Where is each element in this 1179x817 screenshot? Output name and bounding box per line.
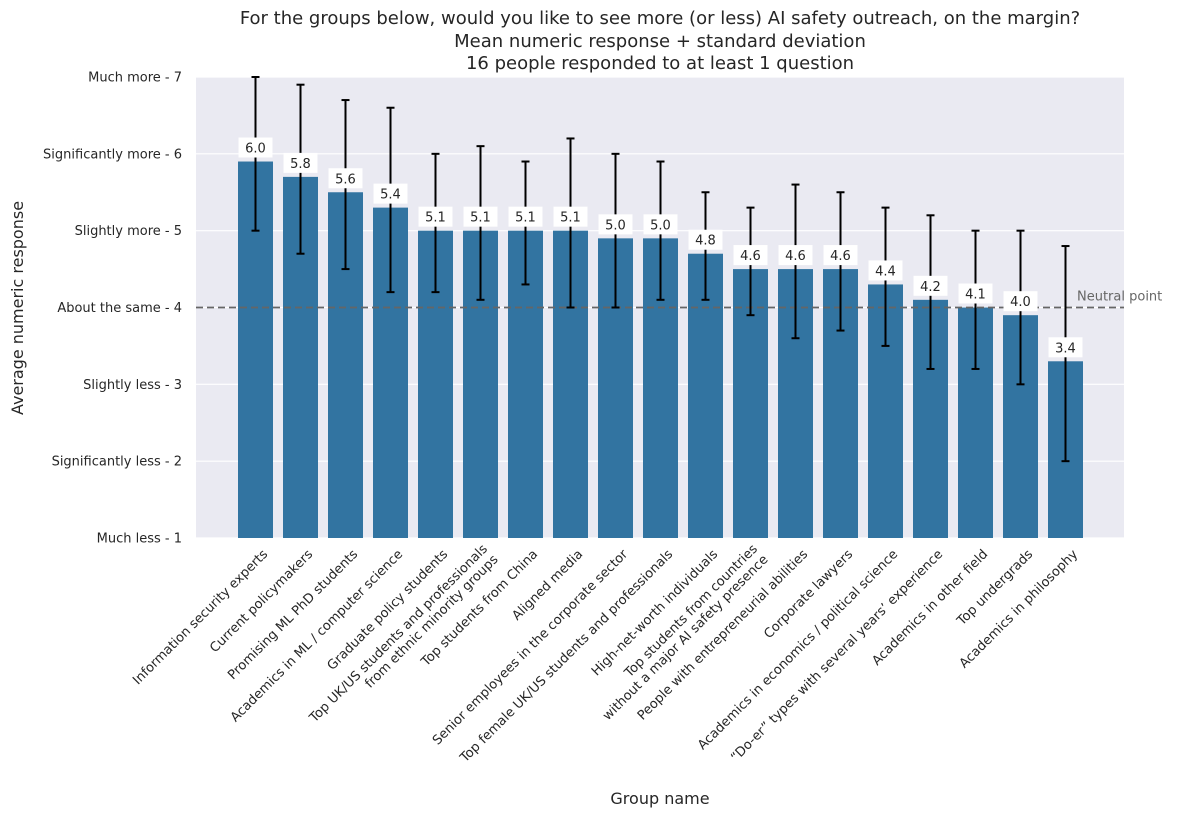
value-label-box xyxy=(958,283,993,304)
reference-line-group: Neutral point xyxy=(196,290,1162,309)
value-label-box xyxy=(1048,337,1083,358)
value-label-box xyxy=(238,137,273,158)
value-label: 5.6 xyxy=(328,168,363,189)
value-label: 4.6 xyxy=(778,245,813,266)
value-label: 4.0 xyxy=(1003,291,1038,312)
value-label: 4.1 xyxy=(958,283,993,304)
x-tick-label-line: Top undergrads xyxy=(954,547,1037,630)
value-label: 4.4 xyxy=(868,260,903,281)
value-label: 5.8 xyxy=(283,152,318,173)
chart-title: For the groups below, would you like to … xyxy=(240,8,1080,74)
value-label-box xyxy=(373,183,408,204)
value-label-box xyxy=(688,229,723,250)
x-tick-label: Top undergrads xyxy=(954,547,1037,630)
data-labels: 6.0 5.8 5.6 5.4 5.1 5.1 5.1 5.1 5.0 5.0 4.8 4.6 4.6 4… xyxy=(238,137,1083,358)
value-label-text: 5.6 xyxy=(335,172,356,187)
y-axis-label: Average numeric response xyxy=(8,201,27,415)
value-label-text: 4.0 xyxy=(1010,295,1031,310)
value-label-box xyxy=(328,168,363,189)
chart-title-line: For the groups below, would you like to … xyxy=(240,8,1080,29)
y-tick-label: Significantly more - 6 xyxy=(43,147,182,162)
value-label-box xyxy=(868,260,903,281)
value-label-text: 3.4 xyxy=(1055,341,1076,356)
value-label-box xyxy=(463,206,498,227)
bar xyxy=(688,253,723,538)
value-label-text: 4.6 xyxy=(740,249,761,264)
value-label-text: 4.4 xyxy=(875,264,896,279)
value-label-text: 4.8 xyxy=(695,234,716,249)
value-label: 5.1 xyxy=(508,206,543,227)
value-label-box xyxy=(823,245,858,266)
value-label: 4.2 xyxy=(913,275,948,296)
x-axis-label: Group name xyxy=(610,789,709,808)
value-label: 5.4 xyxy=(373,183,408,204)
y-tick-label: Slightly less - 3 xyxy=(83,378,182,393)
value-label: 5.1 xyxy=(418,206,453,227)
value-label: 6.0 xyxy=(238,137,273,158)
value-label-text: 5.1 xyxy=(515,211,536,226)
value-label-box xyxy=(553,206,588,227)
value-label-box xyxy=(643,214,678,235)
value-label-text: 5.0 xyxy=(605,218,626,233)
value-label-text: 5.4 xyxy=(380,188,401,203)
value-label-box xyxy=(283,152,318,173)
value-label-text: 5.1 xyxy=(425,211,446,226)
value-label-text: 5.1 xyxy=(470,211,491,226)
value-label: 5.0 xyxy=(643,214,678,235)
value-label-box xyxy=(418,206,453,227)
value-label: 5.1 xyxy=(463,206,498,227)
y-tick-label: Much more - 7 xyxy=(88,71,182,86)
y-tick-label: About the same - 4 xyxy=(57,301,182,316)
value-label: 4.8 xyxy=(688,229,723,250)
value-label-text: 4.6 xyxy=(830,249,851,264)
value-label-box xyxy=(778,245,813,266)
value-label-text: 4.2 xyxy=(920,280,941,295)
y-tick-labels: Much more - 7 Significantly more - 6 Sligh… xyxy=(43,71,182,547)
y-tick-label: Significantly less - 2 xyxy=(52,455,182,470)
value-label-text: 5.8 xyxy=(290,157,311,172)
neutral-point-label: Neutral point xyxy=(1077,290,1162,305)
value-label: 5.1 xyxy=(553,206,588,227)
x-tick-label-line: “Do-er” types with several years’ experi… xyxy=(728,547,946,765)
value-label: 4.6 xyxy=(733,245,768,266)
value-label-box xyxy=(733,245,768,266)
value-label-text: 6.0 xyxy=(245,142,266,157)
value-label: 3.4 xyxy=(1048,337,1083,358)
value-label-box xyxy=(598,214,633,235)
chart-title-line: 16 people responded to at least 1 questi… xyxy=(466,53,854,74)
value-label-box xyxy=(913,275,948,296)
x-tick-label: “Do-er” types with several years’ experi… xyxy=(728,547,946,765)
y-tick-label: Much less - 1 xyxy=(97,532,182,547)
value-label-box xyxy=(1003,291,1038,312)
value-label-text: 4.1 xyxy=(965,288,986,303)
value-label-box xyxy=(508,206,543,227)
value-label-text: 5.1 xyxy=(560,211,581,226)
value-label-text: 4.6 xyxy=(785,249,806,264)
y-tick-label: Slightly more - 5 xyxy=(75,224,182,239)
value-label: 5.0 xyxy=(598,214,633,235)
value-label: 4.6 xyxy=(823,245,858,266)
chart-title-line: Mean numeric response + standard deviati… xyxy=(454,31,866,52)
value-label-text: 5.0 xyxy=(650,218,671,233)
